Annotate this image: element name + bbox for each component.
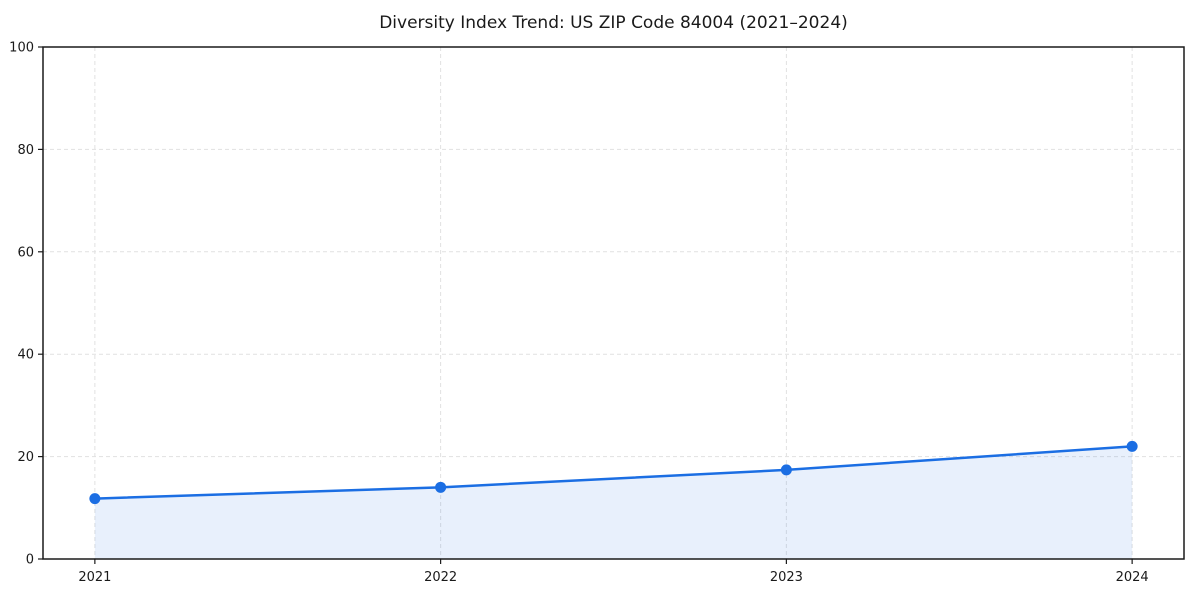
y-tick-label-40: 40 (17, 348, 34, 363)
x-tick-label-2022: 2022 (424, 570, 457, 585)
data-point-2021 (89, 493, 101, 505)
data-point-2023 (780, 464, 792, 476)
data-point-2022 (435, 481, 447, 493)
x-tick-label-2021: 2021 (78, 570, 111, 585)
x-tick-label-2023: 2023 (770, 570, 803, 585)
x-tick-label-2024: 2024 (1116, 570, 1149, 585)
y-tick-label-80: 80 (17, 143, 34, 158)
plot-border (42, 46, 1185, 560)
area-fill (94, 446, 1133, 559)
y-tick-label-100: 100 (9, 41, 34, 56)
data-point-2024 (1126, 440, 1138, 452)
y-tick-label-20: 20 (17, 450, 34, 465)
y-tick-label-60: 60 (17, 245, 34, 260)
trend-line (93, 445, 1134, 500)
y-tick-label-0: 0 (26, 553, 34, 568)
chart-title: Diversity Index Trend: US ZIP Code 84004… (379, 13, 848, 33)
